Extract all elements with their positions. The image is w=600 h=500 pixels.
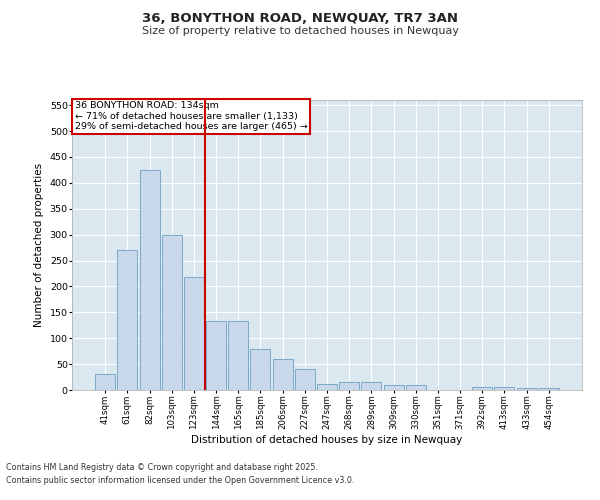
Bar	[184, 277, 204, 390]
Bar	[517, 388, 536, 390]
Bar	[406, 385, 426, 390]
Bar	[383, 385, 404, 390]
Y-axis label: Number of detached properties: Number of detached properties	[34, 163, 44, 327]
X-axis label: Distribution of detached houses by size in Newquay: Distribution of detached houses by size …	[191, 434, 463, 444]
Bar	[494, 388, 514, 390]
Bar	[272, 359, 293, 390]
Text: 36, BONYTHON ROAD, NEWQUAY, TR7 3AN: 36, BONYTHON ROAD, NEWQUAY, TR7 3AN	[142, 12, 458, 26]
Bar	[361, 382, 382, 390]
Bar	[118, 250, 137, 390]
Text: Contains HM Land Registry data © Crown copyright and database right 2025.: Contains HM Land Registry data © Crown c…	[6, 464, 318, 472]
Text: Contains public sector information licensed under the Open Government Licence v3: Contains public sector information licen…	[6, 476, 355, 485]
Bar	[317, 384, 337, 390]
Bar	[162, 234, 182, 390]
Text: 36 BONYTHON ROAD: 134sqm
← 71% of detached houses are smaller (1,133)
29% of sem: 36 BONYTHON ROAD: 134sqm ← 71% of detach…	[74, 102, 307, 132]
Bar	[95, 374, 115, 390]
Bar	[539, 388, 559, 390]
Bar	[295, 370, 315, 390]
Bar	[206, 321, 226, 390]
Text: Size of property relative to detached houses in Newquay: Size of property relative to detached ho…	[142, 26, 458, 36]
Bar	[140, 170, 160, 390]
Bar	[472, 388, 492, 390]
Bar	[339, 382, 359, 390]
Bar	[250, 348, 271, 390]
Bar	[228, 321, 248, 390]
